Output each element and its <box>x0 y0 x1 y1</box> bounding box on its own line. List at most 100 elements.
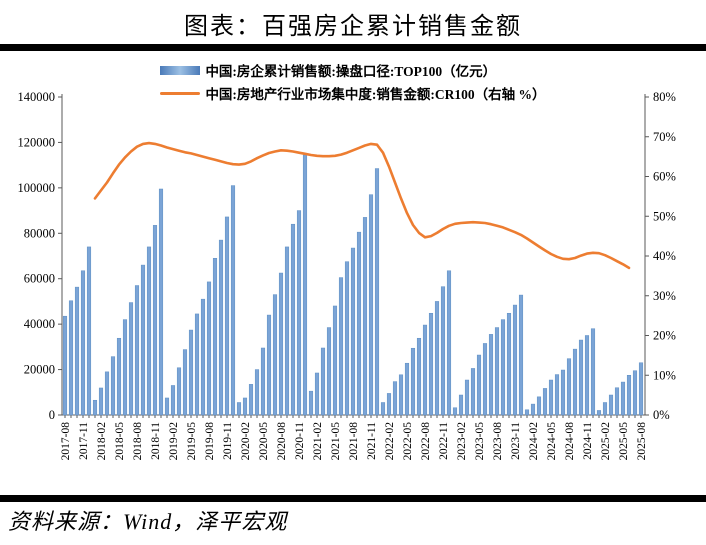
sales-bar <box>122 319 128 416</box>
x-tick-label: 2025-05 <box>618 422 630 461</box>
y-right-tick-label: 30% <box>653 289 676 303</box>
sales-bar <box>164 397 170 416</box>
sales-bar <box>590 328 596 416</box>
sales-bar <box>230 185 236 416</box>
x-tick-label: 2021-08 <box>348 422 360 461</box>
x-tick-label: 2022-11 <box>438 422 450 460</box>
sales-bar <box>554 374 560 416</box>
sales-bar <box>440 286 446 416</box>
sales-bar <box>626 375 632 416</box>
sales-bar <box>170 385 176 416</box>
x-tick-label: 2024-11 <box>582 422 594 460</box>
sales-bar <box>566 358 572 416</box>
x-tick-label: 2022-05 <box>402 422 414 461</box>
sales-bar <box>410 347 416 416</box>
sales-bar <box>572 348 578 416</box>
top-rule <box>0 44 706 51</box>
sales-bar <box>596 410 602 416</box>
sales-bar <box>560 369 566 416</box>
x-tick-label: 2019-11 <box>222 422 234 460</box>
y-right-tick-label: 10% <box>653 368 676 382</box>
chart-area: 0 20000 40000 60000 80000 100000 120000 140000 0… <box>0 51 706 495</box>
x-tick-label: 2023-05 <box>474 422 486 461</box>
sales-bar <box>362 217 368 416</box>
sales-bar <box>146 246 152 416</box>
sales-bar <box>98 387 104 416</box>
sales-bar <box>398 374 404 416</box>
sales-bar <box>134 285 140 416</box>
sales-bar <box>68 300 74 416</box>
y-right-tick-label: 60% <box>653 170 676 184</box>
sales-bar <box>638 362 644 416</box>
sales-bar <box>218 239 224 416</box>
sales-bar <box>374 168 380 416</box>
cr100-line <box>93 141 631 270</box>
sales-bar <box>506 312 512 416</box>
sales-bar <box>614 387 620 416</box>
x-tick-label: 2024-08 <box>564 422 576 461</box>
sales-bar <box>464 379 470 416</box>
sales-bar <box>194 313 200 416</box>
sales-bar <box>278 272 284 416</box>
sales-bar <box>158 188 164 416</box>
sales-bar <box>248 384 254 416</box>
sales-bar <box>152 225 158 416</box>
sales-bar <box>404 362 410 416</box>
sales-bar <box>206 281 212 416</box>
sales-bar <box>548 379 554 416</box>
legend-item-line-series: 中国:房地产行业市场集中度:销售金额:CR100（右轴 %） <box>160 83 546 103</box>
sales-bar <box>80 270 86 416</box>
x-tick-label: 2018-02 <box>96 422 108 461</box>
x-tick-label: 2021-11 <box>366 422 378 460</box>
sales-bar <box>74 286 80 416</box>
x-tick-label: 2018-08 <box>132 422 144 461</box>
sales-bar <box>236 402 242 416</box>
sales-bar <box>476 354 482 416</box>
x-tick-label: 2023-02 <box>456 422 468 461</box>
sales-bar <box>212 258 218 416</box>
sales-bar <box>104 371 110 416</box>
sales-bar <box>266 314 272 416</box>
sales-bar <box>530 403 536 416</box>
x-tick-label: 2024-05 <box>546 422 558 461</box>
x-tick-label: 2019-08 <box>204 422 216 461</box>
sales-bar <box>536 396 542 416</box>
x-tick-label: 2020-11 <box>294 422 306 460</box>
sales-bar <box>578 339 584 416</box>
x-tick-label: 2021-02 <box>312 422 324 461</box>
sales-bar <box>620 381 626 416</box>
x-tick-label: 2025-02 <box>600 422 612 461</box>
x-tick-label: 2017-08 <box>60 422 72 461</box>
sales-bar <box>542 388 548 416</box>
sales-bar <box>302 154 308 416</box>
x-tick-label: 2020-05 <box>258 422 270 461</box>
source-note: 资料来源：Wind，泽平宏观 <box>8 509 288 534</box>
y-left-tick-label: 100000 <box>18 181 56 195</box>
bottom-rule <box>0 495 706 502</box>
sales-bar <box>608 394 614 416</box>
sales-bar <box>272 294 278 416</box>
sales-bar <box>452 407 458 416</box>
y-left-tick-label: 40000 <box>24 317 55 331</box>
bars-group <box>62 154 644 416</box>
sales-bar <box>314 372 320 416</box>
x-tick-label: 2022-08 <box>420 422 432 461</box>
x-tick-label: 2019-02 <box>168 422 180 461</box>
sales-bar <box>386 393 392 416</box>
chart-plot: 0 20000 40000 60000 80000 100000 120000 140000 0… <box>18 90 676 461</box>
legend-line-label: 中国:房地产行业市场集中度:销售金额:CR100（右轴 %） <box>205 87 546 102</box>
sales-bar <box>200 298 206 416</box>
sales-bar <box>500 319 506 416</box>
x-tick-label: 2020-02 <box>240 422 252 461</box>
line-series-marker-icon <box>160 91 201 95</box>
sales-bar <box>254 369 260 416</box>
sales-bar <box>260 347 266 416</box>
legend-item-bar-series: 中国:房企累计销售额:操盘口径:TOP100（亿元） <box>160 60 496 80</box>
x-tick-label: 2025-08 <box>636 422 648 461</box>
sales-bar <box>320 347 326 416</box>
sales-bar <box>326 327 332 416</box>
x-tick-label: 2019-05 <box>186 422 198 461</box>
y-left-tick-label: 140000 <box>18 90 56 104</box>
y-right-tick-label: 80% <box>653 90 676 104</box>
x-tick-label: 2022-02 <box>384 422 396 461</box>
